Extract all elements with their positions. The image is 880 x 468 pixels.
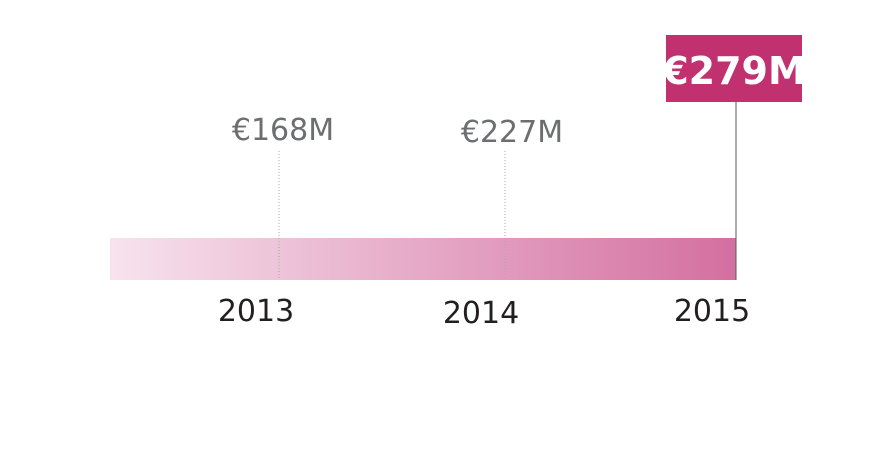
value-label-2015: €279M	[661, 49, 806, 93]
value-label-2013: €168M	[232, 113, 334, 148]
value-label-2014: €227M	[461, 115, 563, 150]
year-label-2015: 2015	[674, 294, 750, 329]
year-label-2014: 2014	[443, 296, 519, 331]
timeline-bar	[110, 238, 736, 280]
year-label-2013: 2013	[218, 294, 294, 329]
highlight-box	[666, 35, 802, 102]
